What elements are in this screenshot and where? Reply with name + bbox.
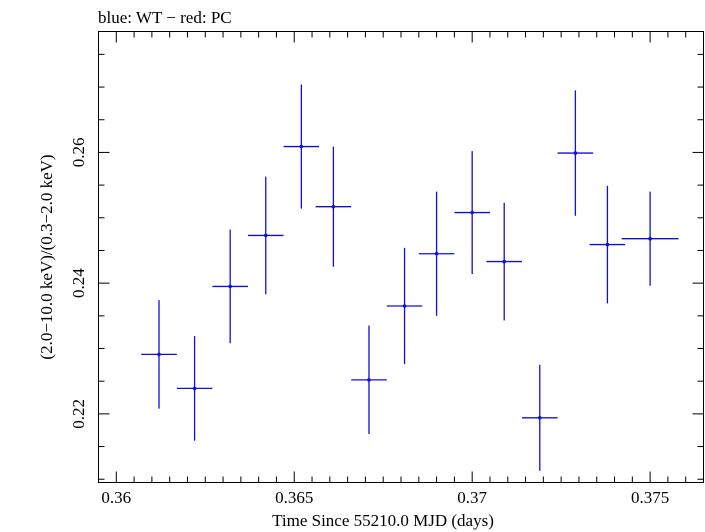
y-tick-label: 0.24 <box>69 268 88 298</box>
data-marker <box>434 251 439 256</box>
data-marker <box>502 259 507 264</box>
data-point <box>141 300 177 409</box>
data-point <box>315 146 352 267</box>
data-marker <box>157 352 161 357</box>
data-marker <box>228 284 232 289</box>
data-point <box>283 84 320 209</box>
x-axis-label: Time Since 55210.0 MJD (days) <box>272 511 494 530</box>
data-point <box>621 191 679 286</box>
data-point <box>486 202 522 321</box>
plot-frame <box>98 31 704 483</box>
data-marker <box>605 242 610 247</box>
data-marker <box>402 304 407 308</box>
data-point <box>176 336 213 441</box>
data-marker <box>573 151 578 155</box>
x-tick-label: 0.37 <box>457 488 487 507</box>
data-point <box>351 325 387 435</box>
data-point <box>522 364 558 471</box>
data-marker <box>648 236 652 241</box>
x-tick-label: 0.375 <box>631 488 669 507</box>
data-marker <box>470 210 474 215</box>
data-point <box>454 151 490 274</box>
data-marker <box>367 378 371 382</box>
data-points <box>141 84 679 471</box>
data-marker <box>192 386 197 391</box>
data-marker <box>331 204 336 209</box>
data-point <box>247 176 284 295</box>
data-point <box>418 191 455 316</box>
data-marker <box>263 233 268 238</box>
y-tick-label: 0.26 <box>69 138 88 168</box>
data-point <box>589 185 626 304</box>
axis-ticks: 0.36 0.365 0.37 0.375 0.22 0.24 0.26 <box>69 31 704 507</box>
data-point <box>557 90 594 216</box>
data-marker <box>299 144 304 149</box>
data-point <box>212 229 248 344</box>
data-marker <box>537 415 542 420</box>
x-tick-label: 0.36 <box>101 488 131 507</box>
x-tick-label: 0.365 <box>275 488 313 507</box>
chart-title: blue: WT − red: PC <box>98 8 232 27</box>
y-tick-label: 0.22 <box>69 399 88 429</box>
y-axis-label: (2.0−10.0 keV)/(0.3−2.0 keV) <box>37 154 56 359</box>
data-point <box>386 247 423 365</box>
